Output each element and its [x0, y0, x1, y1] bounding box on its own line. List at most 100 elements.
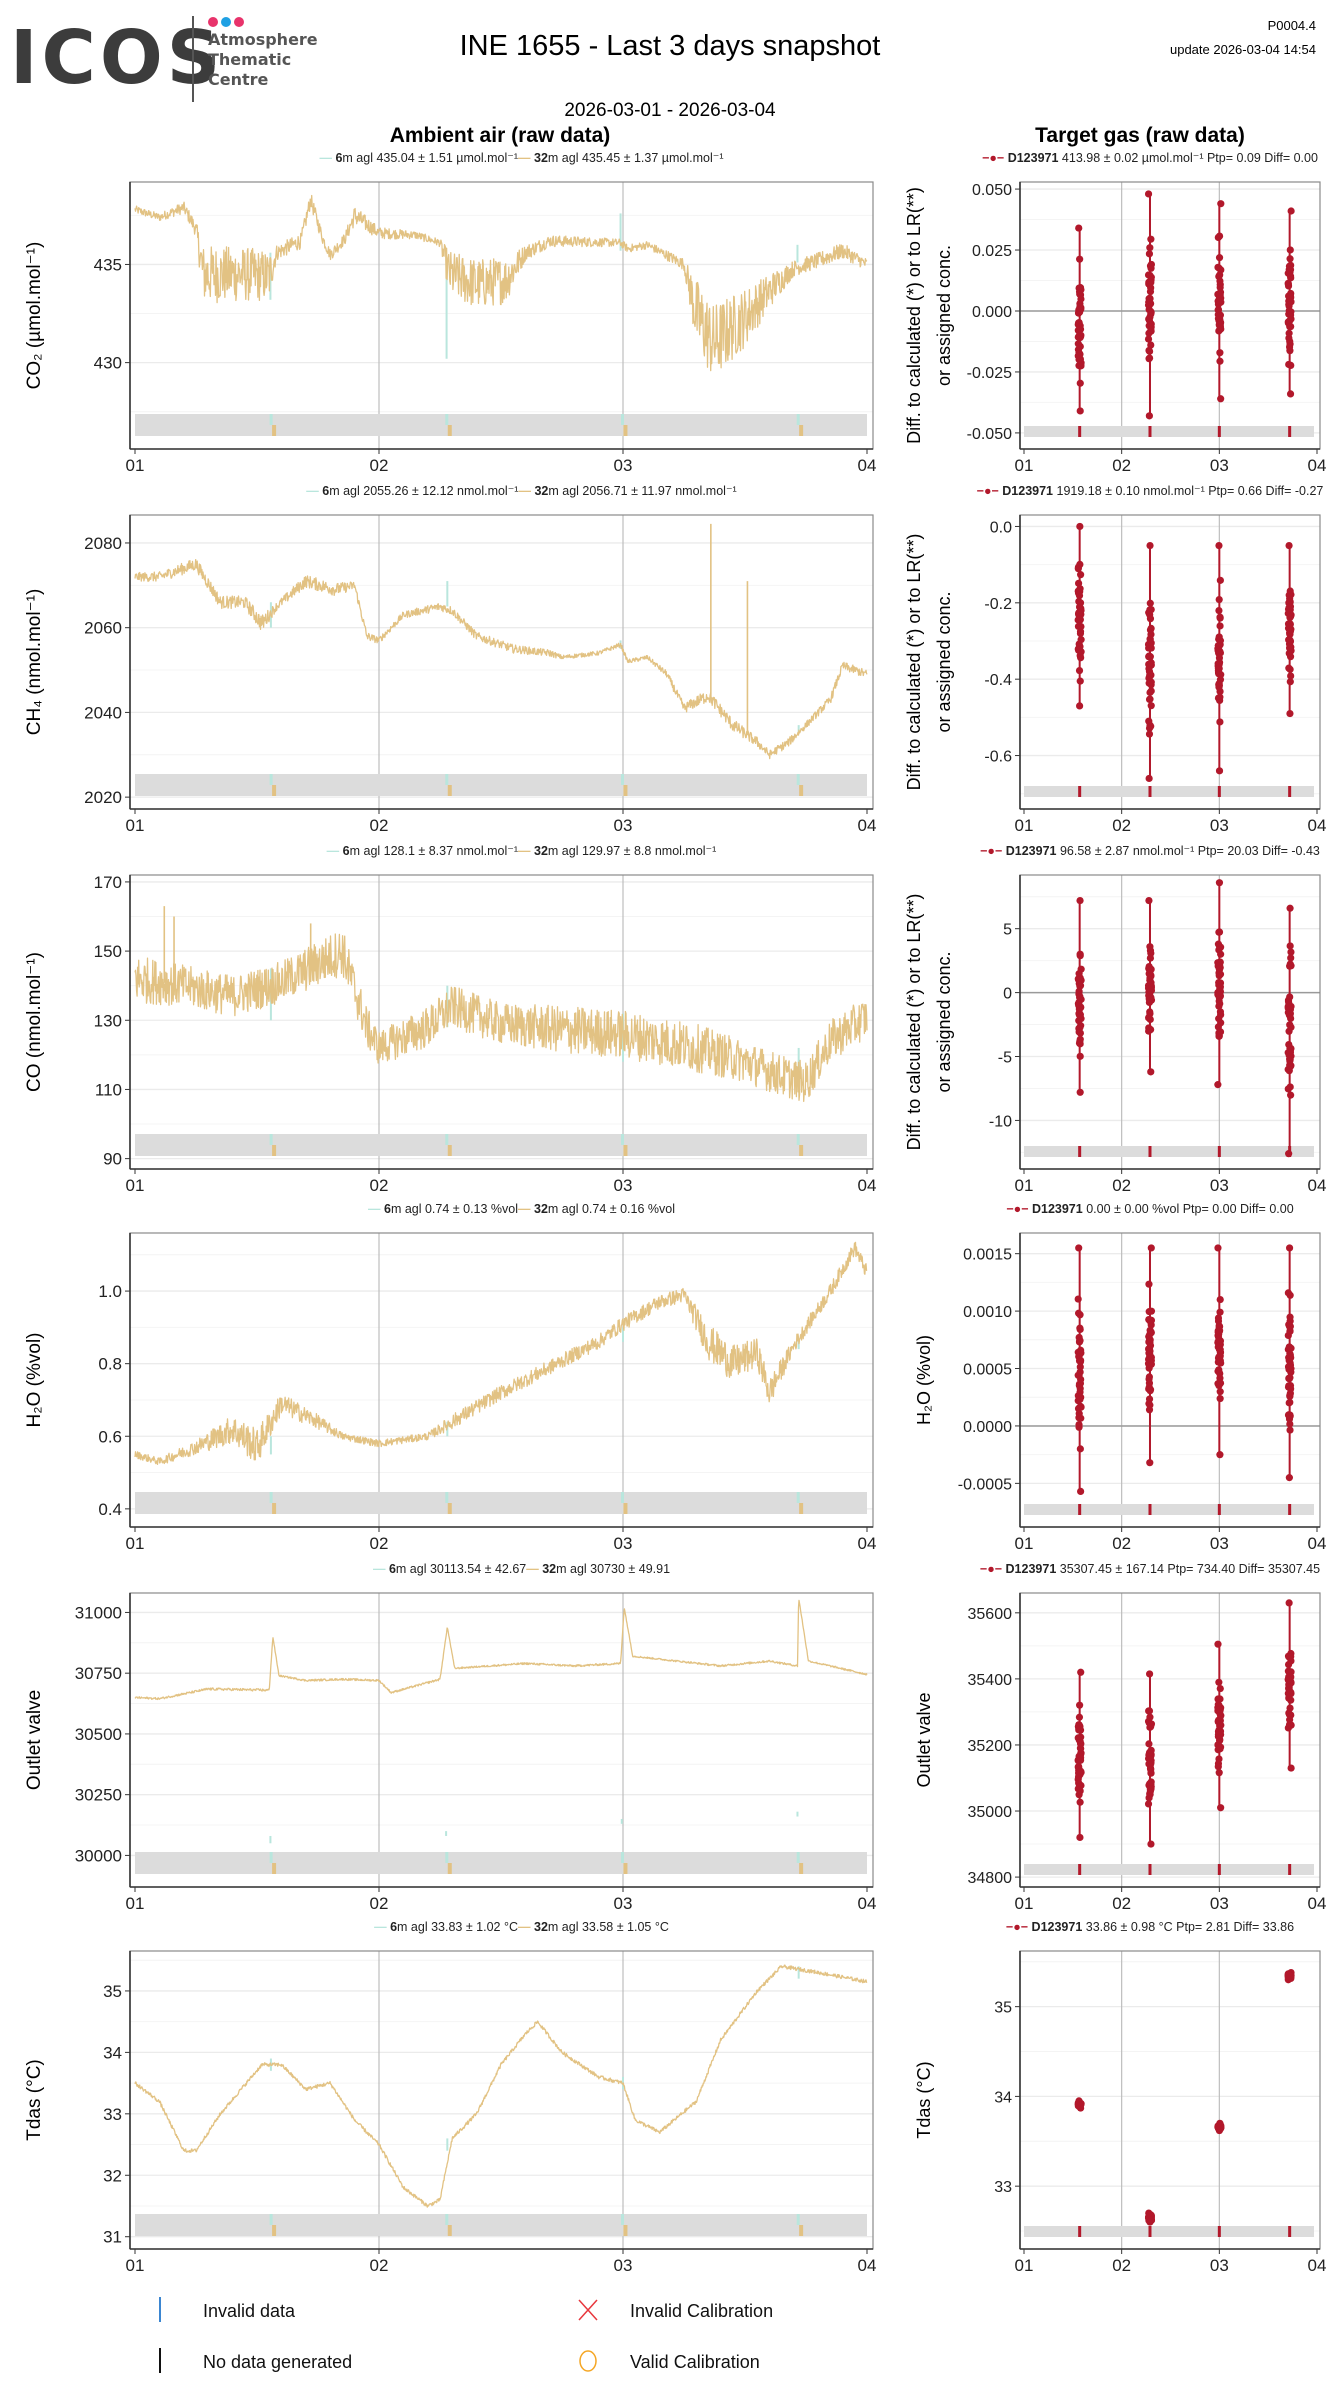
ambient-panel: 430 435 01 02 03 04 — 6m agl 435.04 ± 1.51 µmo…	[24, 151, 876, 475]
y-axis-label: H₂O (%vol)	[24, 1333, 45, 1428]
legend-swatch: −●−	[977, 484, 1003, 498]
y-axis-label: CO (nmol.mol⁻¹)	[24, 952, 45, 1092]
target-point	[1146, 671, 1154, 679]
target-point	[1147, 235, 1155, 243]
x-tick-label: 04	[1308, 2256, 1327, 2275]
target-point	[1215, 1678, 1223, 1686]
calibration-marker-32m	[272, 425, 277, 436]
ambient-panel: 90 110 130 150 170 01 02 03 04 — 6m agl 128.1 ± 8…	[24, 844, 876, 1195]
series-legend: — 6m agl 128.1 ± 8.37 nmol.mol⁻¹— 32m ag…	[327, 844, 717, 858]
target-point	[1077, 1744, 1085, 1753]
calibration-marker-32m	[799, 1145, 804, 1156]
legend-swatch: —	[306, 484, 322, 498]
y-tick-label: -0.050	[967, 426, 1012, 443]
target-point	[1284, 1383, 1293, 1391]
legend-height: 6	[390, 1920, 397, 1934]
target-point	[1147, 2216, 1155, 2224]
target-point	[1216, 693, 1224, 701]
legend-text: m agl 128.1 ± 8.37 nmol.mol⁻¹	[350, 844, 518, 858]
y-tick-label: 31	[103, 2228, 122, 2247]
legend-height: 6	[343, 844, 350, 858]
target-point	[1147, 308, 1155, 317]
target-point	[1076, 407, 1084, 415]
logo-dot	[208, 17, 218, 27]
calibration-marker	[1148, 786, 1152, 797]
target-point	[1215, 767, 1224, 775]
target-point	[1147, 341, 1155, 349]
target-point	[1076, 1395, 1084, 1404]
x-tick-label: 04	[858, 1534, 877, 1553]
y-tick-label: 30000	[75, 1846, 122, 1865]
target-point	[1147, 1244, 1155, 1252]
target-point	[1214, 1081, 1222, 1089]
target-panel: 33 34 35 01 02 03 04 −●− D123971 33.86 ± 0.98 °…	[914, 1920, 1326, 2275]
target-point	[1076, 1787, 1084, 1795]
status-band	[1024, 1146, 1314, 1157]
target-point	[1074, 340, 1082, 348]
target-point	[1074, 1371, 1082, 1379]
target-point	[1076, 331, 1084, 339]
calibration-marker-32m	[623, 1863, 628, 1874]
target-point	[1075, 224, 1083, 232]
target-point	[1286, 316, 1294, 324]
x-tick-label: 04	[858, 1176, 877, 1195]
target-point	[1215, 969, 1223, 977]
target-point	[1287, 1344, 1295, 1352]
target-point	[1145, 1027, 1153, 1035]
legend-cylinder: D123971	[1006, 844, 1057, 858]
calibration-marker-32m	[272, 1503, 277, 1514]
target-point	[1217, 1019, 1225, 1027]
target-point	[1147, 326, 1155, 334]
target-point	[1285, 1040, 1293, 1049]
page-title: INE 1655 - Last 3 days snapshot	[459, 30, 881, 62]
target-point	[1285, 301, 1293, 309]
y-tick-label: 35200	[968, 1738, 1013, 1755]
target-point	[1075, 591, 1084, 600]
x-tick-label: 01	[1015, 456, 1034, 475]
target-point	[1286, 272, 1295, 280]
status-band	[1024, 1864, 1314, 1875]
y-tick-label: 5	[1003, 922, 1012, 939]
target-point	[1145, 1707, 1154, 1715]
target-panel: 34800 35000 35200 35400 35600 01 02 03 04 −●− D12…	[914, 1562, 1326, 1913]
y-tick-label: 35	[994, 2000, 1012, 2017]
logo-divider	[192, 16, 194, 102]
target-point	[1147, 1766, 1155, 1774]
target-point	[1216, 1451, 1224, 1459]
target-point	[1216, 291, 1224, 299]
target-point	[1076, 1701, 1084, 1709]
legend-label: Valid Calibration	[630, 2352, 760, 2372]
legend-text: m agl 30730 ± 49.91	[556, 1562, 670, 1576]
legend-swatch: —	[327, 844, 343, 858]
calibration-marker-6m	[269, 774, 273, 785]
target-point	[1145, 355, 1153, 363]
status-band	[135, 2214, 867, 2236]
series-legend: — 6m agl 435.04 ± 1.51 µmol.mol⁻¹— 32m a…	[319, 151, 723, 165]
target-point	[1285, 1150, 1293, 1158]
target-point	[1214, 1314, 1223, 1322]
calibration-marker-32m	[623, 425, 628, 436]
target-point	[1216, 1379, 1225, 1387]
target-point	[1216, 718, 1224, 726]
status-band	[1024, 786, 1314, 797]
legend-text: 96.58 ± 2.87 nmol.mol⁻¹ Ptp= 20.03 Diff=…	[1056, 844, 1319, 858]
y-tick-label: 30500	[75, 1725, 122, 1744]
y-tick-label: 2040	[84, 703, 122, 722]
x-tick-label: 03	[1210, 1534, 1229, 1553]
legend-swatch: —	[518, 484, 534, 498]
ambient-panel: 2020 2040 2060 2080 01 02 03 04 — 6m agl 2055.26…	[24, 484, 876, 835]
legend-text: m agl 435.04 ± 1.51 µmol.mol⁻¹	[342, 151, 518, 165]
x-tick-label: 03	[614, 456, 633, 475]
target-point	[1286, 678, 1294, 686]
x-tick-label: 01	[1015, 2256, 1034, 2275]
calibration-marker	[1148, 1504, 1152, 1515]
target-point	[1216, 613, 1224, 621]
plot-background	[1020, 1593, 1320, 1887]
x-tick-label: 02	[1112, 456, 1131, 475]
target-point	[1075, 1024, 1083, 1032]
calibration-marker	[1217, 2226, 1221, 2237]
calibration-marker-6m	[269, 2214, 273, 2225]
target-point	[1216, 277, 1224, 285]
plot-background	[1020, 875, 1320, 1169]
